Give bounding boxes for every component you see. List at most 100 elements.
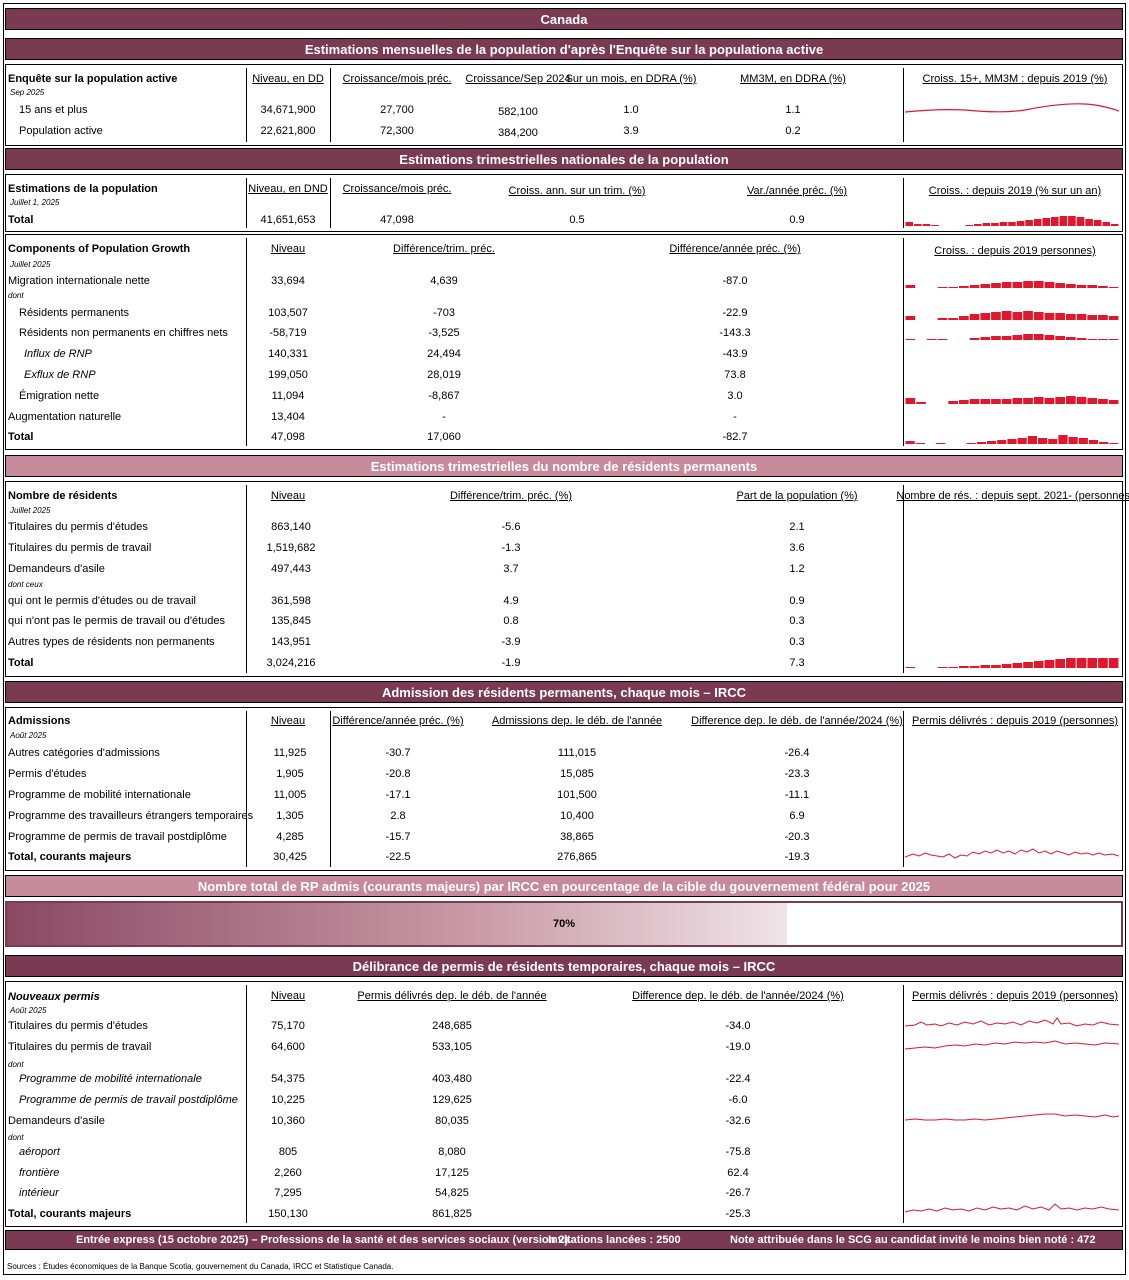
quarterly-total-label: Total [8, 214, 34, 226]
spark-bar [905, 222, 914, 226]
section-admissions [5, 707, 1123, 871]
spark-bar [991, 336, 1001, 340]
residents-value: 361,598 [271, 595, 311, 607]
lfs-sparkline [905, 103, 1119, 113]
spark-bar [1001, 311, 1012, 320]
admissions-value: -17.1 [385, 789, 411, 801]
lfs-value: 384,200 [498, 127, 538, 139]
spark-bar [1076, 338, 1087, 340]
sources-note: Sources : Études économiques de la Banqu… [7, 1262, 394, 1271]
residents-label: Titulaires du permis de travail [8, 542, 152, 554]
temporary-label: Programme de mobilité internationale [19, 1073, 202, 1085]
page-frame [3, 3, 1126, 1275]
spark-bar [969, 314, 980, 320]
residents-value: 0.9 [789, 595, 805, 607]
components-label: Résidents permanents [19, 307, 130, 319]
temporary-value: -34.0 [725, 1020, 751, 1032]
residents-label: Titulaires du permis d'études [8, 521, 148, 533]
spark-bar [1055, 659, 1065, 668]
section-header-admissions: Admission des résidents permanents, chaq… [5, 681, 1123, 703]
components-value: 4,639 [430, 275, 458, 287]
admissions-value: 111,015 [557, 747, 597, 759]
components-label: Total [8, 431, 34, 443]
lfs-col-2: Croissance/mois préc. [342, 73, 452, 85]
residents-value: 3,024,216 [266, 657, 316, 669]
spark-bar [948, 318, 958, 320]
spark-bar [969, 399, 980, 404]
spark-bar [959, 666, 969, 668]
spark-bar [1044, 313, 1055, 320]
residents-value: -1.3 [501, 542, 521, 554]
spark-bar [1066, 337, 1076, 340]
temporary-value: 2,260 [274, 1167, 302, 1179]
temporary-value: 17,125 [435, 1167, 469, 1179]
admissions-value: 6.9 [789, 810, 805, 822]
admissions-value: -22.5 [385, 851, 411, 863]
spark-bar [1108, 658, 1119, 668]
temporary-label: frontière [19, 1167, 60, 1179]
spark-bar [1016, 221, 1025, 226]
temporary-value: -26.7 [725, 1187, 751, 1199]
admissions-value: -23.3 [784, 768, 810, 780]
spark-bar [1048, 439, 1058, 444]
spark-bar [1068, 437, 1078, 444]
components-col: Différence/trim. préc. [393, 243, 495, 255]
components-label: Influx de RNP [24, 348, 92, 360]
admissions-value: 38,865 [560, 831, 594, 843]
temporary-value: -25.3 [725, 1208, 751, 1220]
spark-bar [937, 318, 948, 320]
components-value: -82.7 [722, 431, 748, 443]
residents-value: 3.7 [503, 563, 519, 575]
admissions-label: Programme des travailleurs étrangers tem… [8, 810, 254, 822]
spark-bar [1033, 334, 1044, 340]
components-value: 140,331 [268, 348, 308, 360]
admissions-value: -11.1 [784, 789, 810, 801]
lfs-col-1: Niveau, en DD [252, 73, 324, 85]
spark-bar [1068, 216, 1076, 226]
admissions-value: 15,085 [560, 768, 594, 780]
spark-bar [1044, 398, 1055, 404]
components-sparkline-total [905, 435, 1119, 444]
section-header-target: Nombre total de RP admis (courants majeu… [5, 875, 1123, 897]
components-date: Juillet 2025 [10, 260, 51, 269]
spark-bar [1023, 311, 1033, 320]
quarterly-col: Croissance/mois préc. [342, 183, 452, 195]
admissions-row-title: Admissions [8, 715, 71, 727]
lfs-col-3: Croissance/Sep 2024 [465, 73, 571, 85]
section-components [5, 234, 1123, 450]
admissions-value: -26.4 [784, 747, 810, 759]
quarterly-date: Juillet 1, 2025 [10, 198, 60, 207]
residents-date: Juillet 2025 [10, 506, 51, 515]
spark-bar [980, 399, 991, 404]
admissions-label: Total, courants majeurs [8, 851, 132, 863]
temporary-col: Permis délivrés : depuis 2019 (personnes… [911, 990, 1119, 1002]
spark-bar [1055, 336, 1065, 340]
residents-col: Différence/trim. préc. (%) [449, 490, 573, 502]
temporary-value: 8,080 [438, 1146, 466, 1158]
quarterly-value: 0.9 [789, 214, 805, 226]
components-value: 24,494 [427, 348, 461, 360]
spark-bar [1098, 658, 1108, 668]
residents-bar-sparkline [905, 658, 1119, 668]
spark-bar [922, 224, 931, 226]
spark-bar [1108, 287, 1119, 288]
spark-bar [1108, 339, 1119, 340]
lfs-value: 27,700 [380, 104, 414, 116]
spark-bar [1098, 315, 1108, 320]
residents-dont: dont ceux [8, 580, 43, 589]
residents-col: Part de la population (%) [736, 490, 858, 502]
components-value: 28,019 [427, 369, 461, 381]
temporary-value: 10,360 [271, 1115, 305, 1127]
spark-bar [980, 665, 991, 668]
section-header-residents: Estimations trimestrielles du nombre de … [5, 455, 1123, 477]
spark-bar [969, 338, 980, 340]
residents-value: 497,443 [271, 563, 311, 575]
lfs-value: 1.1 [785, 104, 801, 116]
spark-bar [1033, 281, 1044, 288]
spark-bar [1044, 282, 1055, 288]
components-value: 47,098 [271, 431, 305, 443]
residents-label: Total [8, 657, 34, 669]
admissions-col: Difference dep. le déb. de l'année/2024 … [691, 715, 903, 727]
components-label: Résidents non permanents en chiffres net… [19, 327, 228, 339]
admissions-label: Autres catégories d'admissions [8, 747, 160, 759]
